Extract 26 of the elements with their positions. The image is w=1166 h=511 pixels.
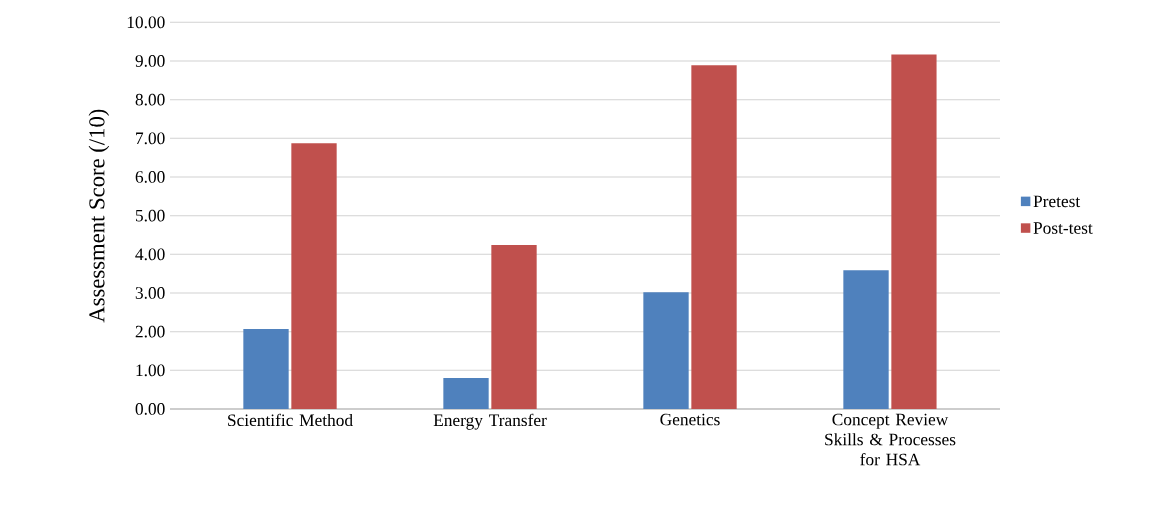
- y-tick-label: 4.00: [135, 248, 165, 261]
- bar: [891, 54, 937, 409]
- y-tick-label: 10.00: [127, 16, 165, 29]
- legend-label: Pretest: [1033, 195, 1081, 208]
- x-tick-label: Concept Review Skills & Processes for HSA: [825, 413, 956, 466]
- x-tick-label: Scientific Method: [228, 413, 353, 427]
- bar: [691, 65, 737, 409]
- y-tick-label: 3.00: [135, 287, 165, 299]
- y-tick-label: 9.00: [135, 55, 165, 67]
- x-tick-label: Energy Transfer: [433, 413, 547, 430]
- bar: [643, 292, 689, 409]
- y-tick-label: 1.00: [136, 364, 165, 377]
- y-tick-label: 7.00: [136, 132, 165, 145]
- y-tick-label: 8.00: [135, 93, 165, 106]
- y-tick-label: 0.00: [135, 403, 165, 415]
- bar: [491, 245, 537, 409]
- bar: [291, 143, 337, 409]
- x-tick-label: Genetics: [660, 413, 720, 426]
- y-tick-label: 5.00: [135, 209, 165, 222]
- bar: [443, 378, 489, 409]
- legend-label: Post-test: [1033, 222, 1093, 234]
- y-axis-title: Assessment Score (/10): [88, 109, 110, 323]
- y-tick-label: 6.00: [135, 171, 165, 183]
- bar: [843, 270, 889, 409]
- y-tick-label: 2.00: [135, 325, 165, 338]
- bar: [243, 328, 289, 409]
